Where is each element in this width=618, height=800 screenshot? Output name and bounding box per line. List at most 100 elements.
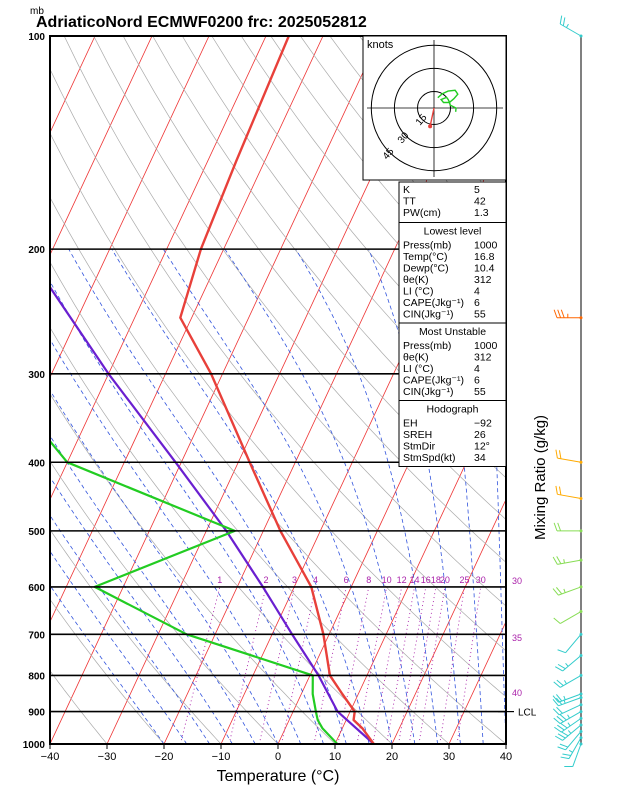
hodograph-index-value: 34 (474, 452, 486, 464)
isotherm-line (50, 36, 324, 623)
wind-barb-feather (563, 559, 565, 564)
most-unstable-label: Press(mb) (403, 340, 451, 352)
pressure-tick-label: 600 (28, 583, 45, 594)
hodograph-ring (417, 91, 451, 125)
most-unstable-label: CIN(Jkg⁻¹) (403, 386, 453, 398)
x-tick-label: −10 (212, 751, 231, 763)
wind-barb-feather (559, 743, 569, 748)
x-tick-label: −20 (155, 751, 174, 763)
wind-barb-feather (553, 522, 558, 532)
wind-barb-feather (556, 679, 564, 686)
lowest-level-label: θe(K) (403, 274, 429, 286)
hodograph-unit-label: knots (367, 39, 394, 51)
index-general-value: 1.3 (474, 207, 489, 219)
wind-barb-feather (556, 694, 563, 702)
moist-adiabat (224, 248, 416, 744)
mixing-ratio-label: 4 (313, 575, 318, 585)
dry-adiabat (50, 132, 506, 698)
wind-barb (560, 736, 583, 760)
mixing-ratio-line (281, 586, 316, 744)
mixing-ratio-line (398, 586, 427, 744)
mixing-ratio-label: 2 (263, 575, 268, 585)
wind-barb-base (579, 736, 583, 740)
wind-barb (552, 585, 583, 596)
most-unstable-value: 1000 (474, 340, 498, 352)
pressure-unit-label: mb (30, 6, 44, 17)
mixing-ratio-label: 1 (217, 575, 222, 585)
wind-barb-staff (559, 23, 582, 37)
isotherm-label: 40 (512, 688, 522, 698)
mixing-ratio-label: 30 (476, 575, 486, 585)
wind-barb-feather (562, 753, 571, 756)
most-unstable-value: 55 (474, 386, 486, 398)
index-general-value: 5 (474, 184, 480, 196)
most-unstable-header: Most Unstable (419, 326, 486, 338)
lowest-level-value: 55 (474, 309, 486, 321)
isotherm-line (391, 498, 506, 744)
pressure-tick-label: 400 (28, 458, 45, 469)
most-unstable-label: LI (°C) (403, 363, 433, 375)
lowest-level-value: 312 (474, 274, 492, 286)
pressure-tick-label: 100 (28, 32, 45, 43)
most-unstable-value: 6 (474, 375, 480, 387)
wind-barb-staff (559, 704, 582, 716)
wind-barb-base (579, 716, 583, 720)
index-general-label: PW(cm) (403, 207, 441, 219)
mixing-ratio-label: 25 (459, 575, 469, 585)
lowest-level-label: Temp(°C) (403, 251, 447, 263)
index-general-label: K (403, 184, 410, 196)
wind-barb-base (579, 710, 583, 714)
wind-barb-staff (559, 711, 582, 725)
wind-barb-feather (560, 722, 568, 729)
wind-barb-staff (562, 724, 582, 741)
wind-barb-feather (555, 485, 558, 495)
wind-barb-base (579, 529, 583, 533)
dry-adiabat (50, 598, 165, 744)
wind-barb (557, 729, 583, 751)
mixing-ratio-line (258, 586, 295, 744)
mixing-ratio-label: 8 (366, 575, 371, 585)
mixing-ratio-line (439, 586, 465, 744)
lowest-level-value: 16.8 (474, 251, 495, 263)
index-general-value: 42 (474, 196, 486, 208)
most-unstable-label: θe(K) (403, 352, 429, 364)
wind-barb-staff (558, 586, 582, 596)
wind-barb (557, 632, 583, 654)
wind-barb-staff (565, 731, 582, 751)
wind-barb-feather (562, 17, 566, 26)
wind-barb-staff (565, 634, 582, 654)
index-general-label: TT (403, 196, 416, 208)
moist-adiabat (111, 248, 370, 744)
dry-adiabat (50, 68, 506, 652)
isotherm-line (50, 36, 153, 256)
x-tick-label: 20 (386, 751, 398, 763)
wind-barb-feather (557, 724, 565, 731)
wind-barb-feather (556, 587, 563, 595)
wind-barb-feather (557, 649, 566, 654)
isotherm-line (50, 36, 381, 744)
wind-barb-feather (553, 717, 561, 724)
wind-barb-staff (558, 697, 582, 707)
mixing-ratio-line (313, 586, 347, 744)
dry-adiabat (63, 36, 506, 607)
wind-barb (554, 716, 583, 733)
wind-barb-feather (555, 666, 563, 672)
mixing-ratio-line (228, 586, 267, 744)
chart-title: AdriaticoNord ECMWF0200 frc: 2025052812 (36, 14, 367, 31)
lowest-level-value: 10.4 (474, 263, 495, 275)
wind-barb-base (579, 692, 583, 696)
wind-barb-feather (552, 698, 559, 707)
mixing-ratio-line (337, 586, 370, 744)
moist-adiabat (295, 248, 438, 744)
mixing-ratio-label: 16 (421, 575, 431, 585)
hodograph-index-value: 12° (474, 441, 490, 453)
hodograph-index-label: StmDir (403, 441, 436, 453)
lowest-level-value: 1000 (474, 240, 498, 252)
wind-barb (553, 522, 583, 533)
lowest-level-header: Lowest level (424, 226, 482, 238)
most-unstable-value: 4 (474, 363, 480, 375)
mixing-ratio-line (408, 586, 437, 744)
mixing-ratio-label: 10 (382, 575, 392, 585)
x-tick-label: 10 (329, 751, 341, 763)
pressure-tick-label: 1000 (23, 740, 46, 751)
